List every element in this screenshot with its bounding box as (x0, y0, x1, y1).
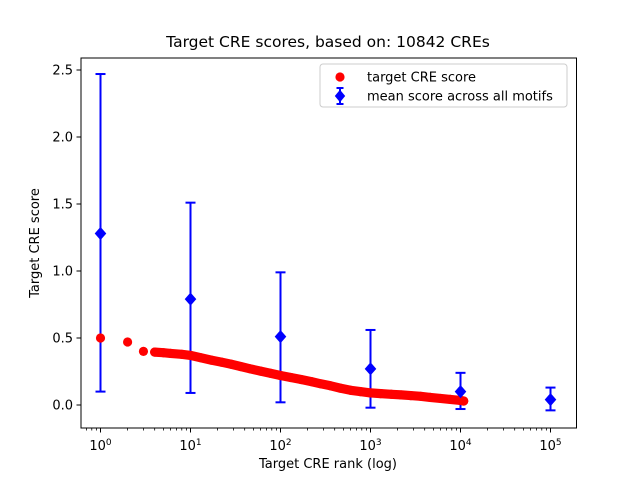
plot-frame (80, 57, 577, 429)
legend-frame (319, 63, 568, 108)
blue-diamond-marker (94, 226, 107, 241)
y-axis-label: Target CRE score (28, 188, 43, 299)
x-tick-label: 104 (449, 438, 472, 454)
red-scatter-point (216, 357, 226, 367)
red-scatter-point (316, 379, 326, 389)
red-scatter-point (177, 349, 187, 359)
red-scatter-point (365, 388, 376, 398)
data-layers (94, 73, 557, 412)
blue-diamond-marker (364, 362, 377, 376)
red-scatter-point (406, 391, 416, 401)
y-tick-label: 1.5 (52, 198, 73, 213)
legend-red-circle-icon (335, 72, 345, 82)
red-scatter-point (196, 353, 206, 363)
blue-diamond-marker (544, 393, 557, 407)
red-scatter-point (396, 390, 406, 400)
blue-diamond-marker (274, 330, 287, 344)
x-tick-label: 100 (89, 438, 112, 454)
red-scatter-point (306, 376, 316, 387)
red-scatter-point (376, 389, 386, 399)
y-tick-label: 0.0 (52, 399, 73, 414)
blue-diamond-marker (454, 385, 467, 399)
chart-title: Target CRE scores, based on: 10842 CREs (165, 33, 490, 51)
y-tick-label: 2.5 (52, 64, 73, 79)
red-scatter-point (255, 366, 266, 376)
x-axis-label: Target CRE rank (log) (258, 457, 397, 472)
x-tick-label: 103 (359, 438, 381, 454)
red-scatter-point (355, 387, 365, 397)
red-scatter-point (138, 346, 149, 356)
red-scatter-point (185, 350, 196, 361)
red-scatter-point (286, 372, 296, 383)
red-scatter-point (425, 392, 435, 402)
legend-blue-diamond-errorbar-icon (334, 87, 346, 105)
red-scatter-point (206, 355, 216, 365)
x-tick-label: 105 (539, 438, 561, 454)
red-scatter-point (235, 361, 246, 372)
x-tick-label: 102 (269, 438, 291, 454)
red-scatter-point (95, 333, 106, 343)
legend-label-blue: mean score across all motifs (367, 90, 553, 105)
blue-diamond-marker (184, 292, 197, 306)
red-scatter-point (265, 368, 275, 378)
red-scatter-point (296, 374, 306, 385)
y-tick-label: 0.5 (52, 332, 73, 347)
legend-label-red: target CRE score (367, 71, 476, 86)
red-scatter-point (435, 393, 446, 404)
red-scatter-point (335, 383, 345, 393)
red-scatter-point (122, 337, 133, 347)
y-tick-label: 2.0 (52, 131, 73, 146)
y-tick-label: 1.0 (52, 265, 73, 280)
legend: target CRE score mean score across all m… (319, 63, 568, 108)
red-scatter-point (275, 370, 286, 381)
red-scatter-point (165, 348, 176, 359)
red-scatter-point (386, 389, 396, 399)
plot-layers: 100 101 102 103 104 105 0.0 0.5 1.0 1.5 2.0 2.5 (52, 64, 561, 455)
red-scatter-point (459, 396, 469, 406)
x-tick-label: 101 (179, 438, 201, 454)
red-scatter-point (445, 394, 455, 404)
red-scatter-point (158, 348, 169, 358)
red-scatter-point (345, 385, 356, 395)
red-scatter-point (325, 381, 336, 391)
red-scatter-point (150, 347, 160, 357)
red-scatter-point (415, 391, 426, 401)
red-scatter-point (226, 359, 236, 369)
red-scatter-point (245, 364, 255, 374)
